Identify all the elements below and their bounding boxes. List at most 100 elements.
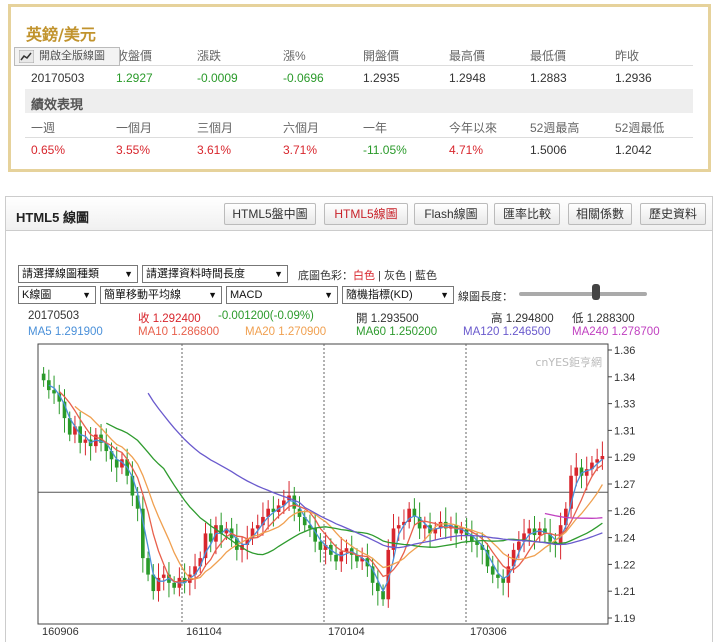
y-tick-label: 1.33: [614, 399, 635, 411]
k-chart-select[interactable]: K線圖 ▼: [18, 286, 96, 304]
candle-body: [297, 508, 302, 517]
moving-average-select[interactable]: 簡單移動平均線 ▼: [100, 286, 222, 304]
candle-body: [104, 442, 109, 452]
chevron-down-icon: ▼: [440, 290, 449, 300]
perf-6m-value: 3.71%: [283, 143, 318, 157]
ma5-value: MA5 1.291900: [28, 326, 103, 338]
header-change: 漲跌: [197, 49, 222, 63]
candle-body: [355, 554, 359, 562]
perf-52w-low-value: 1.2042: [615, 143, 652, 157]
info-low: 低 1.288300: [572, 313, 635, 325]
header-change-pct: 漲%: [283, 49, 306, 63]
candle-body: [302, 516, 307, 526]
candle-body: [146, 558, 150, 575]
ma10-value: MA10 1.286800: [138, 326, 220, 338]
candle-body: [323, 544, 328, 550]
time-range-select[interactable]: 請選擇資料時間長度 ▼: [142, 265, 288, 283]
ma120-line: [147, 392, 603, 549]
value-prev-close: 1.2936: [615, 71, 652, 85]
quote-value-row: 20170503 1.2927 -0.0009 -0.0696 1.2935 1…: [25, 67, 693, 89]
candle-body: [198, 558, 203, 567]
candle-body: [114, 459, 119, 468]
candle-body: [151, 574, 156, 592]
candle-body: [517, 541, 521, 550]
candle-body: [433, 528, 438, 534]
y-tick-label: 1.21: [614, 586, 635, 598]
divider: [25, 137, 693, 138]
macd-select-label: MACD: [230, 289, 263, 301]
chart-length-slider-handle[interactable]: [591, 284, 600, 300]
info-change: -0.001200(-0.09%): [218, 310, 314, 322]
bg-color-gray[interactable]: 灰色: [383, 270, 406, 282]
tab-history[interactable]: 歷史資料: [640, 203, 706, 225]
candle-body: [57, 393, 62, 402]
divider: [25, 65, 693, 66]
perf-1w-label: 一週: [31, 121, 56, 135]
ma5-line: [48, 384, 603, 593]
x-tick-label: 170104: [328, 626, 365, 638]
x-tick-label: 160906: [42, 626, 79, 638]
candle-body: [156, 577, 161, 592]
tab-html5-intraday[interactable]: HTML5盤中圖: [224, 203, 316, 225]
candle-body: [370, 566, 375, 583]
tab-rate-compare[interactable]: 匯率比較: [494, 203, 560, 225]
kd-select[interactable]: 隨機指標(KD) ▼: [342, 286, 454, 304]
background-color-picker: 底圖色彩：白色 | 灰色 | 藍色: [298, 267, 437, 283]
chart-length-slider[interactable]: [519, 292, 647, 296]
candle-body: [41, 373, 46, 381]
y-tick-label: 1.29: [614, 452, 635, 464]
candle-body: [511, 549, 516, 567]
candle-body: [381, 591, 385, 600]
candle-body: [543, 528, 547, 534]
header-high: 最高價: [449, 49, 486, 63]
candle-body: [574, 467, 579, 476]
perf-1y-value: -11.05%: [363, 143, 407, 157]
value-date: 20170503: [31, 71, 85, 85]
x-tick-label: 170306: [470, 626, 507, 638]
y-tick-label: 1.31: [614, 425, 635, 437]
chart-type-select[interactable]: 請選擇線圖種類 ▼: [18, 265, 138, 283]
ma120-value: MA120 1.246500: [463, 326, 551, 338]
open-fullscreen-chart-button[interactable]: 開啟全版線圖: [14, 47, 120, 66]
tab-html5-chart[interactable]: HTML5線圖: [324, 203, 408, 225]
perf-ytd-label: 今年以來: [449, 121, 498, 135]
candle-body: [443, 521, 448, 529]
chevron-down-icon: ▼: [274, 269, 283, 279]
candle-body: [120, 459, 124, 468]
candle-body: [109, 451, 114, 460]
y-tick-label: 1.34: [614, 372, 635, 384]
header-open: 開盤價: [363, 49, 400, 63]
perf-3m-label: 三個月: [197, 121, 234, 135]
y-tick-label: 1.27: [614, 479, 635, 491]
candle-body: [313, 528, 317, 542]
candle-body: [527, 528, 532, 534]
perf-1y-label: 一年: [363, 121, 388, 135]
candle-body: [245, 538, 250, 545]
perf-3m-value: 3.61%: [197, 143, 232, 157]
chevron-down-icon: ▼: [208, 290, 217, 300]
moving-average-select-label: 簡單移動平均線: [104, 289, 181, 301]
open-fullscreen-label: 開啟全版線圖: [39, 50, 105, 62]
chevron-down-icon: ▼: [124, 269, 133, 279]
ma60-value: MA60 1.250200: [356, 326, 438, 338]
chart-panel-header: HTML5 線圖 HTML5盤中圖 HTML5線圖 Flash線圖 匯率比較 相…: [6, 197, 712, 231]
candle-body: [480, 544, 485, 550]
x-tick-label: 161104: [186, 626, 222, 638]
candle-body: [308, 525, 312, 529]
k-chart-select-label: K線圖: [22, 289, 52, 301]
bg-color-white[interactable]: 白色: [353, 270, 375, 282]
tab-flash-chart[interactable]: Flash線圖: [414, 203, 488, 225]
bg-color-label: 底圖色彩：: [298, 270, 353, 282]
performance-header: 績效表現: [25, 89, 693, 113]
candle-body: [569, 475, 573, 509]
macd-select[interactable]: MACD ▼: [226, 286, 338, 304]
tab-correlation[interactable]: 相關係數: [568, 203, 632, 225]
kd-select-label: 隨機指標(KD): [346, 289, 413, 301]
plot-frame: [37, 343, 609, 625]
candle-body: [417, 516, 422, 529]
bg-color-blue[interactable]: 藍色: [414, 270, 437, 282]
y-tick-label: 1.19: [614, 613, 635, 625]
candle-body: [334, 554, 338, 562]
candle-body: [522, 533, 526, 542]
